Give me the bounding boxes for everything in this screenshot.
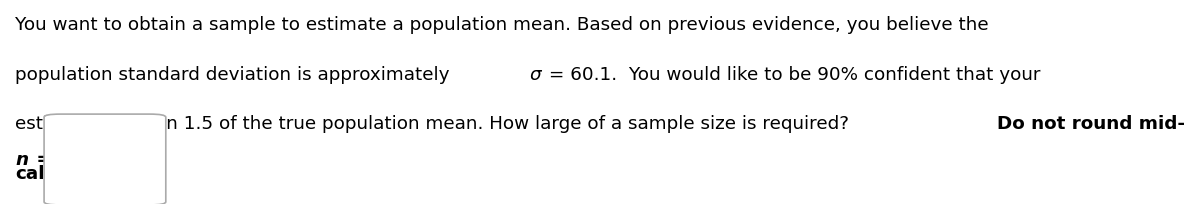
Text: = 60.1.  You would like to be 90% confident that your: = 60.1. You would like to be 90% confide…	[544, 66, 1040, 84]
Text: =: =	[30, 151, 53, 169]
Text: calculation.: calculation.	[16, 165, 134, 183]
Text: Do not round mid-: Do not round mid-	[997, 115, 1184, 133]
Text: You want to obtain a sample to estimate a population mean. Based on previous evi: You want to obtain a sample to estimate …	[16, 16, 989, 34]
Text: σ: σ	[529, 66, 541, 84]
Text: n: n	[16, 151, 29, 169]
Text: population standard deviation is approximately: population standard deviation is approxi…	[16, 66, 456, 84]
Text: estimate is within 1.5 of the true population mean. How large of a sample size i: estimate is within 1.5 of the true popul…	[16, 115, 854, 133]
FancyBboxPatch shape	[44, 114, 166, 205]
